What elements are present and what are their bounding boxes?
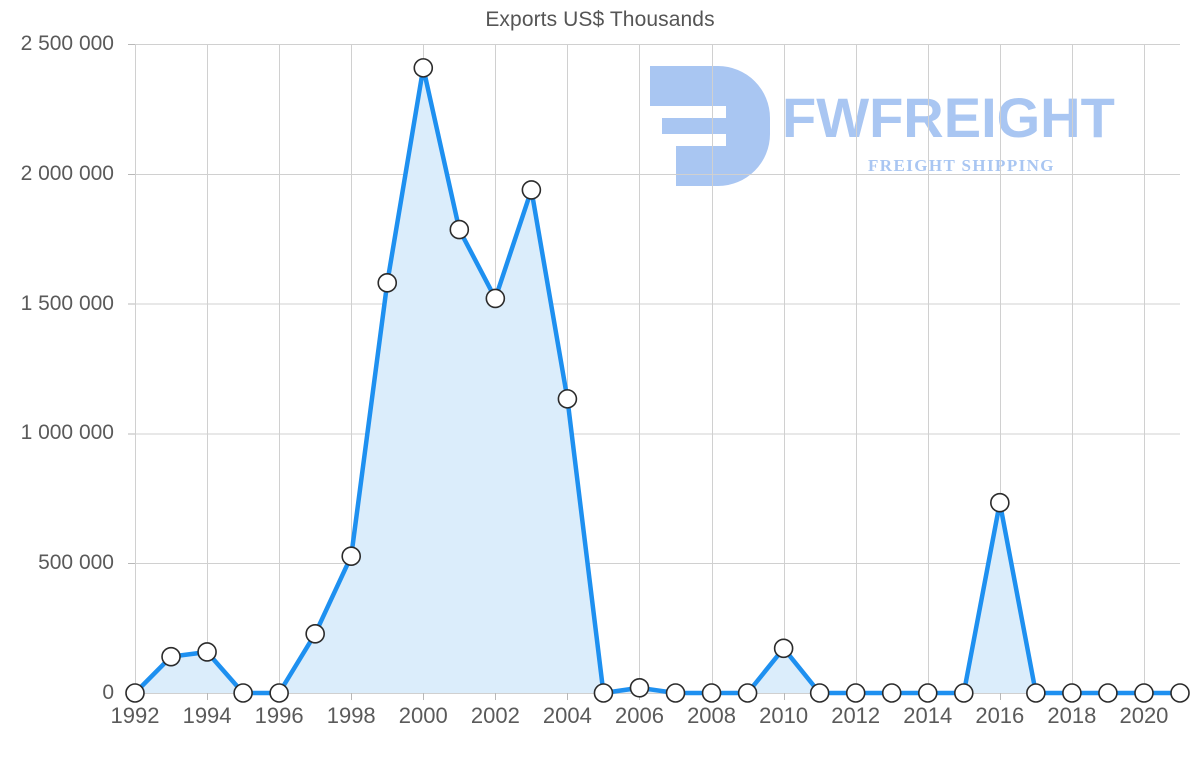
data-point-marker — [197, 642, 217, 662]
horizontal-gridlines — [135, 44, 1180, 694]
x-axis-tick-label: 1998 — [326, 703, 376, 728]
y-axis-tick-label: 1 500 000 — [20, 291, 114, 315]
data-point-marker — [737, 683, 758, 703]
series-area-fill — [135, 67, 1180, 693]
x-axis-tick-label: 1994 — [182, 703, 232, 728]
data-point-marker — [881, 683, 902, 703]
data-point-marker — [1170, 683, 1190, 703]
y-axis-tick-label: 500 000 — [38, 551, 114, 575]
x-axis-tick-label: 2018 — [1047, 703, 1097, 728]
data-point-marker — [665, 683, 686, 703]
y-axis-tick-label: 2 500 000 — [20, 32, 114, 55]
data-point-marker — [269, 683, 289, 703]
y-axis-tick-label: 1 000 000 — [20, 421, 114, 445]
x-axis-tick-label: 2016 — [975, 703, 1025, 728]
data-point-marker — [701, 683, 722, 703]
x-axis-tick-label: 2002 — [470, 703, 520, 728]
data-point-marker — [305, 624, 325, 644]
data-point-marker — [233, 683, 253, 703]
data-point-marker — [341, 546, 362, 566]
x-axis-tick-label: 2012 — [831, 703, 881, 728]
data-point-marker — [485, 288, 506, 309]
y-axis: 0 500 000 1 000 000 1 500 000 2 000 000 2 500… — [0, 0, 126, 763]
data-point-marker — [809, 683, 830, 703]
data-point-marker — [1134, 683, 1154, 703]
x-axis: 1992 1994 1996 1998 2000 2002 2004 2006 2008 2010… — [0, 703, 1200, 743]
x-axis-tick-label: 2006 — [614, 703, 664, 728]
data-point-marker — [449, 219, 470, 240]
data-point-marker — [521, 180, 542, 200]
y-axis-tick-label: 2 000 000 — [20, 161, 114, 185]
series-markers — [125, 58, 1190, 703]
data-point-marker — [953, 683, 974, 703]
data-point-marker — [1098, 683, 1118, 703]
data-point-marker — [917, 683, 938, 703]
data-point-marker — [593, 683, 614, 703]
data-point-marker — [1062, 683, 1082, 703]
data-point-marker — [557, 389, 578, 409]
x-axis-tick-label: 2004 — [542, 703, 592, 728]
data-point-marker — [125, 683, 145, 703]
data-point-marker — [377, 273, 398, 293]
chart-title: Exports US$ Thousands — [485, 8, 715, 31]
x-axis-tick-label: 1996 — [254, 703, 304, 728]
data-point-marker — [990, 492, 1010, 513]
data-point-marker — [161, 646, 181, 667]
data-point-marker — [773, 638, 794, 659]
data-point-marker — [845, 683, 866, 703]
data-point-marker — [1026, 683, 1046, 703]
series-line — [132, 65, 1183, 696]
data-point-marker — [413, 58, 434, 78]
x-axis-tick-label: 2014 — [903, 703, 953, 728]
x-axis-tick-label: 2000 — [398, 703, 448, 728]
x-axis-tick-label: 1992 — [110, 703, 160, 728]
y-axis-tick-label: 0 — [102, 681, 114, 704]
x-axis-tick-label: 2020 — [1119, 703, 1169, 728]
data-point-marker — [629, 678, 650, 698]
x-axis-tick-label: 2008 — [687, 703, 737, 728]
x-axis-tick-label: 2010 — [759, 703, 809, 728]
